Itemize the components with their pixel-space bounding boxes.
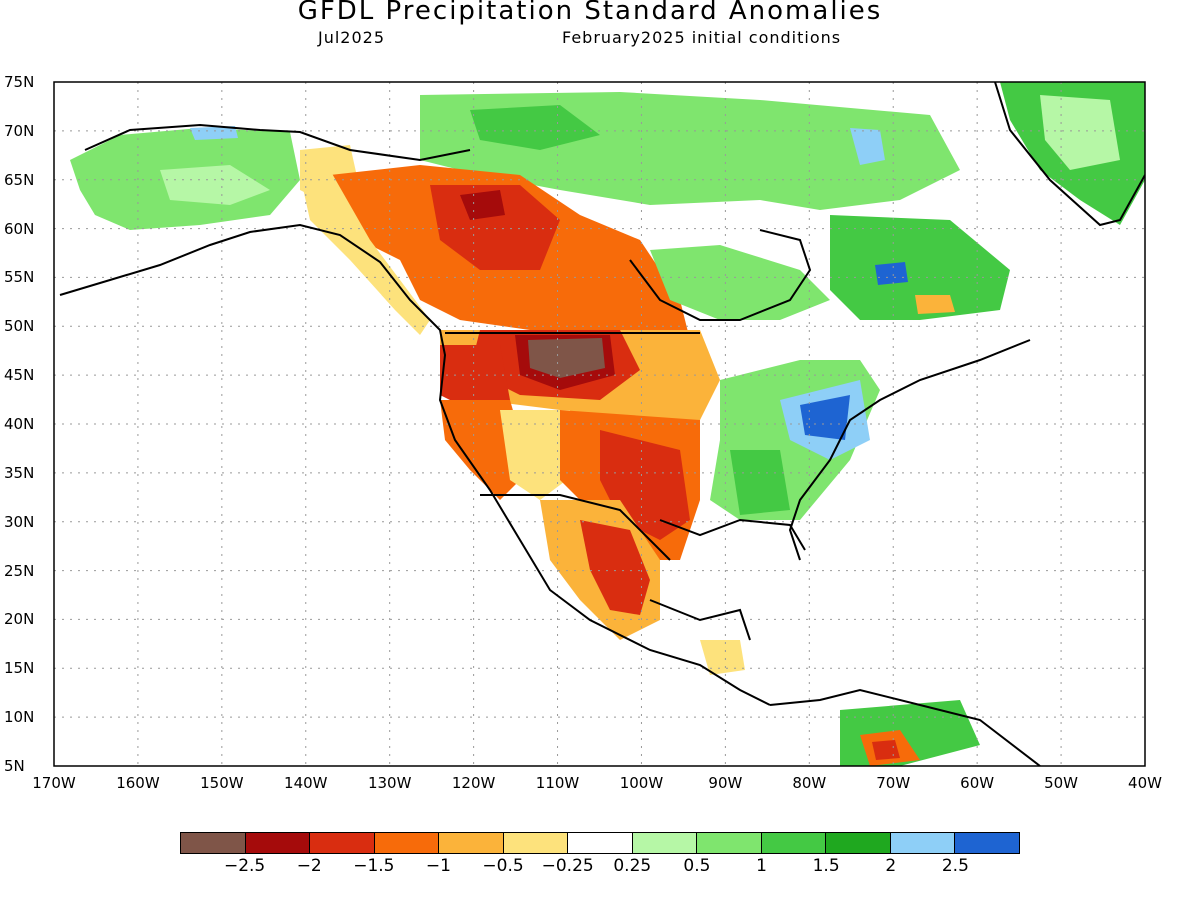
montana-brown [528, 338, 605, 378]
arctic-darkgreen-region [470, 105, 600, 150]
colorbar-label: −1 [425, 856, 451, 876]
south-america-coast [769, 688, 1041, 766]
southeast-darkgreen [730, 450, 790, 515]
map-title: GFDL Precipitation Standard Anomalies [297, 0, 883, 26]
lat-label: 60N [4, 219, 35, 238]
lon-label: 120W [451, 774, 496, 792]
lon-label: 110W [535, 774, 580, 792]
lon-label: 90W [708, 774, 743, 792]
gulf-coast [659, 518, 806, 551]
target-month: Jul2025 [318, 28, 386, 47]
lat-label: 65N [4, 170, 35, 189]
greenland-light [1040, 95, 1120, 170]
lat-label: 50N [4, 317, 35, 336]
lon-label: 60W [960, 774, 995, 792]
quebec-green [830, 215, 1010, 320]
lat-label: 55N [4, 268, 35, 287]
hudson-bay-coast [629, 229, 812, 321]
colorbar-swatch [761, 833, 827, 853]
east-coast [788, 339, 1031, 561]
lat-label: 75N [4, 73, 35, 91]
pacific-nw-red [440, 345, 510, 410]
colorbar-label: −1.5 [353, 856, 395, 876]
lat-label: 15N [4, 659, 35, 678]
lon-label: 70W [876, 774, 911, 792]
colorbar-label: −2.5 [223, 856, 266, 876]
lat-label: 10N [4, 708, 35, 727]
greenland-coast [994, 82, 1145, 227]
colorbar-swatch [568, 833, 633, 853]
us-mexico-border [480, 494, 671, 561]
colorbar-label: 1.5 [812, 856, 840, 876]
colorbar-swatch [826, 833, 891, 853]
colorbar-label: 0.5 [683, 856, 711, 876]
colorbar-swatch [181, 833, 246, 853]
lon-label: 50W [1044, 774, 1079, 792]
baffin-blue [850, 128, 885, 165]
graticule [54, 82, 1145, 766]
alaska-coast [59, 223, 771, 706]
colorbar-swatch [374, 833, 440, 853]
lon-label: 160W [116, 774, 160, 792]
colorbar-swatch [503, 833, 569, 853]
lon-label: 150W [200, 774, 244, 792]
labrador-orange [915, 295, 955, 314]
ns-dark-red [460, 190, 505, 220]
colorbar-swatch [697, 833, 762, 853]
venezuela-red [872, 740, 900, 760]
lon-label: 80W [792, 774, 827, 792]
coastlines [59, 82, 1145, 766]
colorbar-swatch [245, 833, 311, 853]
colorbar-swatch [955, 833, 1019, 853]
colorbar-label: 2 [885, 856, 897, 876]
lat-label: 20N [4, 610, 35, 629]
colorbar-label: −0.25 [541, 856, 594, 876]
colorbar-label: 1 [756, 856, 767, 876]
alaska-light-region [160, 165, 270, 205]
colorbar-label: −0.5 [482, 856, 524, 876]
lon-label: 170W [32, 774, 76, 792]
colorbar-swatch [890, 833, 956, 853]
central-america-yellow [700, 640, 745, 675]
colorbar-swatch [439, 833, 504, 853]
initial-conditions: February2025 initial conditions [562, 28, 842, 47]
colorbar-swatch [310, 833, 375, 853]
lat-label: 45N [4, 366, 35, 385]
colorbar-swatch [632, 833, 698, 853]
lat-label: 70N [4, 121, 35, 140]
lon-label: 130W [367, 774, 412, 792]
colorbar-label: 2.5 [941, 856, 969, 876]
alaska-blue-spot [190, 126, 238, 140]
arctic-coast [84, 123, 471, 162]
colorbar [180, 832, 1020, 854]
midatlantic-blue [800, 395, 850, 440]
lat-label: 5N [4, 757, 25, 775]
yucatan-coast [649, 599, 751, 641]
lon-label: 40W [1128, 774, 1162, 792]
anomaly-field [70, 82, 1145, 766]
colorbar-label: −2 [296, 856, 322, 876]
lat-label: 30N [4, 512, 35, 531]
lat-label: 40N [4, 415, 35, 433]
lon-label: 100W [619, 774, 664, 792]
mexico-red [580, 520, 650, 615]
plot-frame [53, 81, 1146, 767]
quebec-blue [875, 262, 908, 285]
lon-label: 140W [284, 774, 328, 792]
colorbar-label: 0.25 [613, 856, 652, 876]
alberta-red [430, 185, 560, 270]
lat-label: 35N [4, 463, 35, 482]
lat-label: 25N [4, 561, 35, 580]
